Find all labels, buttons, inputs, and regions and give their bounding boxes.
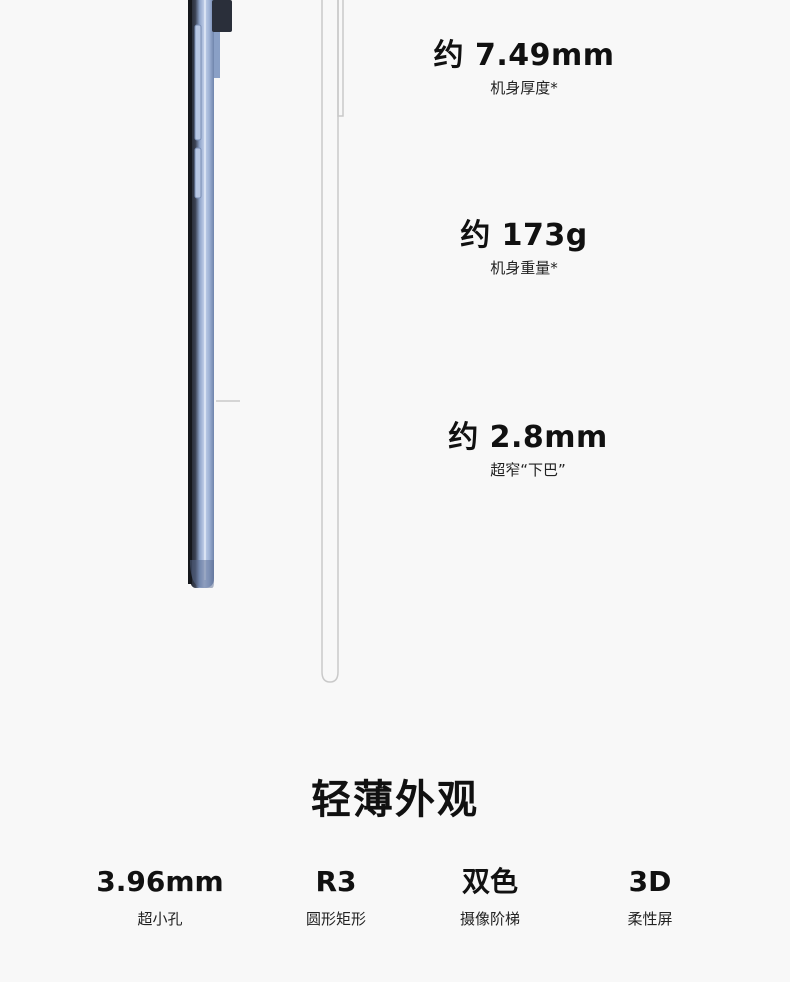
feature-label: 超小孔 bbox=[137, 910, 183, 928]
feature-hole-size: 3.96mm 超小孔 bbox=[60, 864, 260, 929]
feature-value: 双色 bbox=[461, 865, 518, 898]
phone-outline bbox=[321, 0, 344, 683]
spec-chin-value: 约 2.8mm bbox=[448, 420, 608, 455]
outline-left-edge bbox=[321, 0, 339, 683]
spec-thickness: 约 7.49mm 机身厚度* bbox=[394, 38, 654, 98]
spec-chin-label: 超窄“下巴” bbox=[490, 461, 566, 479]
feature-label: 圆形矩形 bbox=[305, 910, 366, 928]
spec-chin: 约 2.8mm 超窄“下巴” bbox=[398, 420, 658, 480]
feature-row: 3.96mm 超小孔 R3 圆形矩形 双色 摄像阶梯 3D 柔性屏 bbox=[0, 864, 790, 944]
camera-bump bbox=[212, 0, 232, 32]
spec-thickness-value: 约 7.49mm bbox=[433, 38, 615, 73]
spec-weight-value: 约 173g bbox=[460, 218, 588, 253]
phone-frame bbox=[190, 0, 214, 588]
feature-value: R3 bbox=[315, 865, 357, 898]
phone-highlight bbox=[204, 0, 206, 580]
feature-label: 摄像阶梯 bbox=[459, 910, 520, 928]
feature-value: 3.96mm bbox=[96, 865, 224, 898]
section-title: 轻薄外观 bbox=[311, 777, 479, 823]
feature-label: 柔性屏 bbox=[627, 910, 673, 928]
feature-corner-radius: R3 圆形矩形 bbox=[236, 864, 436, 929]
power-button bbox=[194, 147, 202, 199]
feature-camera-step: 双色 摄像阶梯 bbox=[390, 864, 590, 929]
phone-dark-edge bbox=[188, 0, 192, 584]
spec-weight-label: 机身重量* bbox=[490, 259, 558, 277]
feature-flexible-screen: 3D 柔性屏 bbox=[550, 864, 750, 929]
outline-inner-edge bbox=[337, 0, 344, 117]
spec-weight: 约 173g 机身重量* bbox=[394, 218, 654, 278]
phone-side-illustration bbox=[188, 0, 240, 588]
feature-value: 3D bbox=[628, 865, 672, 898]
spec-thickness-label: 机身厚度* bbox=[490, 79, 558, 97]
volume-button bbox=[194, 24, 202, 141]
